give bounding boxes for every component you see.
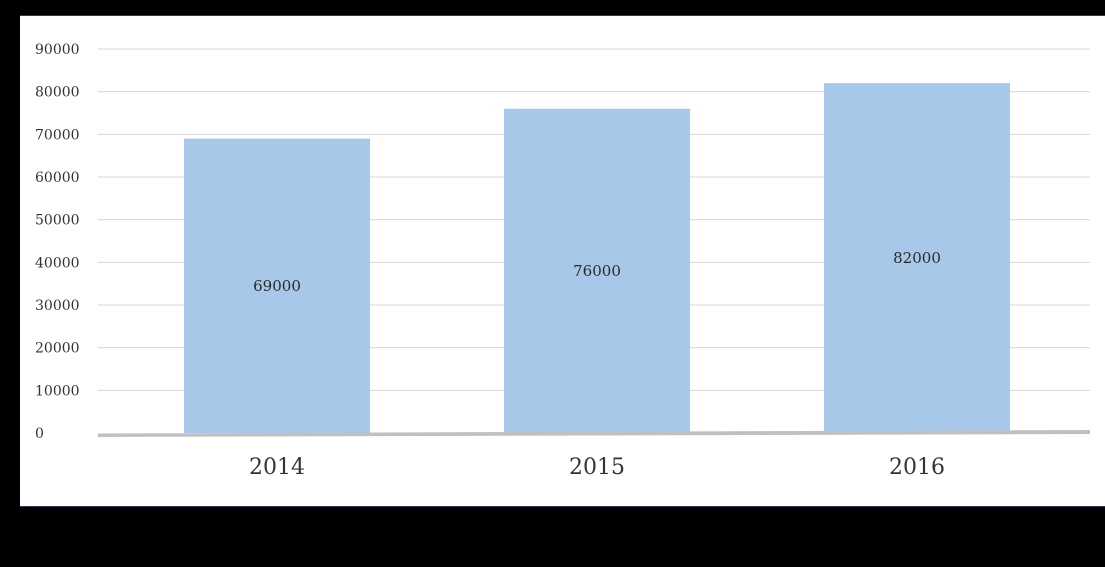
x-tick-label: 2016 xyxy=(889,455,945,480)
data-label: 82000 xyxy=(893,249,941,267)
data-label: 76000 xyxy=(573,262,621,280)
y-tick-label: 50000 xyxy=(35,213,80,229)
y-tick-label: 10000 xyxy=(35,383,80,399)
y-tick-label: 90000 xyxy=(35,42,80,58)
y-tick-label: 20000 xyxy=(35,341,80,357)
x-tick-label: 2015 xyxy=(569,455,625,480)
data-label: 69000 xyxy=(253,277,301,295)
x-axis-baseline xyxy=(98,430,1090,437)
x-tick-label: 2014 xyxy=(249,455,305,480)
bars xyxy=(184,83,1010,433)
y-tick-label: 40000 xyxy=(35,255,80,271)
y-tick-label: 0 xyxy=(35,426,44,442)
y-axis-ticks: 0 10000 20000 30000 40000 50000 60000 70000 8000… xyxy=(35,42,80,442)
y-tick-label: 70000 xyxy=(35,127,80,143)
bar-2016 xyxy=(824,83,1010,433)
y-tick-label: 30000 xyxy=(35,298,80,314)
bar-2014 xyxy=(184,138,370,433)
chart-panel: 0 10000 20000 30000 40000 50000 60000 70000 8000… xyxy=(20,15,1105,507)
y-tick-label: 80000 xyxy=(35,85,80,101)
data-labels: 69000 76000 82000 xyxy=(253,249,941,295)
bar-chart: 0 10000 20000 30000 40000 50000 60000 70000 8000… xyxy=(35,42,1090,480)
x-axis-ticks: 2014 2015 2016 xyxy=(249,455,945,480)
bar-2015 xyxy=(504,108,690,433)
x-axis-line xyxy=(98,430,1090,437)
y-tick-label: 60000 xyxy=(35,170,80,186)
